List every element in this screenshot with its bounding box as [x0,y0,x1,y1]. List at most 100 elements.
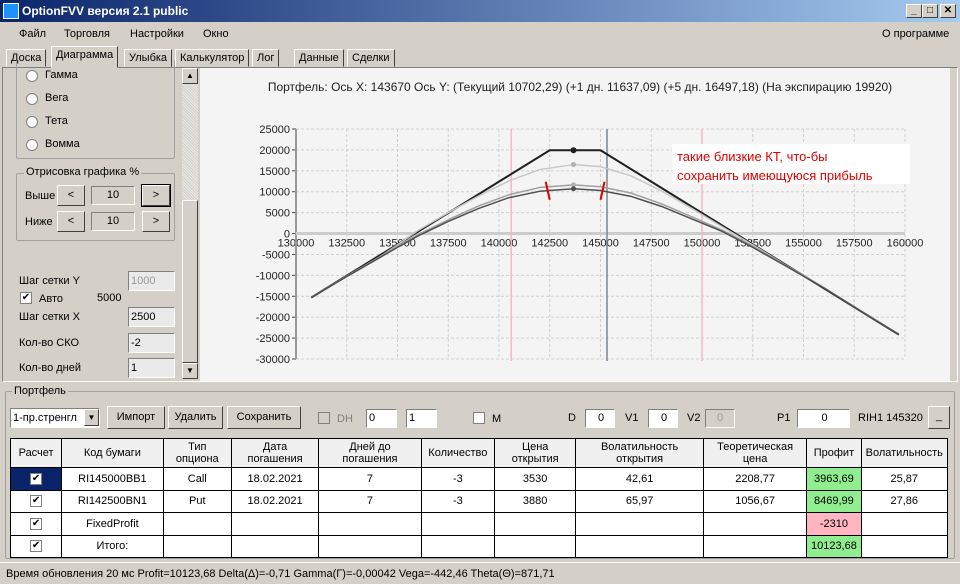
tab-data[interactable]: Данные [294,49,344,67]
menu-trading[interactable]: Торговля [64,28,110,40]
radio-vega-label: Вега [45,92,69,104]
greeks-group [16,60,175,159]
strategy-select[interactable]: 1-пр.стренгл ▼ [10,408,100,428]
below-increase-button[interactable]: > [142,211,170,232]
scroll-down-icon[interactable]: ▼ [182,363,198,379]
column-header[interactable]: Цена открытия [493,438,577,468]
table-cell [702,534,808,558]
table-row[interactable]: ✔ FixedProfit -2310 [9,512,949,536]
scroll-up-icon[interactable]: ▲ [182,68,198,84]
auto-checkbox[interactable]: ✔ [20,292,32,304]
calc-checkbox-cell[interactable]: ✔ [9,512,63,536]
portfolio-label: Портфель [12,385,68,397]
draw-group-label: Отрисовка графика % [24,166,142,178]
x-tick-label: 145000 [582,238,619,250]
table-cell: RI142500BN1 [61,489,164,513]
table-cell: 18.02.2021 [230,467,320,491]
p1-input[interactable]: 0 [797,409,850,428]
x-tick-label: 142500 [531,238,568,250]
tab-deals[interactable]: Сделки [347,49,395,67]
data-point-marker [571,162,577,168]
radio-vomma[interactable] [26,139,38,151]
table-cell [318,534,422,558]
spinner-2[interactable]: 1 [406,409,437,428]
grid-y-input[interactable]: 1000 [128,271,175,291]
calc-checkbox-cell[interactable]: ✔ [9,489,63,513]
sko-input[interactable]: -2 [128,333,175,353]
calc-checkbox-cell[interactable]: ✔ [9,467,63,491]
chart-title: Портфель: Ось X: 143670 Ось Y: (Текущий … [267,80,893,94]
grid-x-input[interactable]: 2500 [128,307,175,327]
table-cell: 18.02.2021 [230,489,320,513]
spinner-1[interactable]: 0 [366,409,397,428]
radio-theta[interactable] [26,116,38,128]
table-cell [493,512,577,536]
radio-gamma[interactable] [26,70,38,82]
close-button[interactable]: ✕ [940,4,956,18]
x-tick-label: 155000 [785,238,822,250]
below-decrease-button[interactable]: < [57,211,85,232]
series-plus1-line [310,184,900,335]
above-decrease-button[interactable]: < [57,185,85,206]
column-header[interactable]: Волатильность открытия [575,438,704,468]
table-cell: 3880 [493,489,577,513]
radio-vega[interactable] [26,93,38,105]
table-row[interactable]: ✔ Итого: 10123,68 [9,534,949,558]
table-cell [702,512,808,536]
menu-about[interactable]: О программе [882,28,950,40]
tab-smile[interactable]: Улыбка [124,49,173,67]
v1-label: V1 [625,412,639,424]
v2-input[interactable]: 0 [705,409,735,428]
chevron-down-icon[interactable]: ▼ [84,409,99,426]
calc-checkbox[interactable]: ✔ [30,540,43,553]
menu-file[interactable]: Файл [19,28,47,40]
table-cell: -3 [420,489,496,513]
table-cell: -2310 [806,512,862,536]
above-increase-button[interactable]: > [141,184,171,207]
data-point-marker [571,186,577,192]
days-input[interactable]: 1 [128,358,175,378]
dh-checkbox[interactable] [318,412,330,424]
instrument-button[interactable]: _ [928,406,950,429]
annotation-line-2: сохранить имеющуюся прибыль [677,168,873,183]
calc-checkbox[interactable]: ✔ [30,495,43,508]
calc-checkbox[interactable]: ✔ [30,517,43,530]
calc-checkbox[interactable]: ✔ [30,472,43,485]
tab-calculator[interactable]: Калькулятор [175,49,250,67]
table-row[interactable]: ✔ RI142500BN1 Put 18.02.2021 7 -3 3880 65,97 105… [9,489,949,513]
table-row[interactable]: ✔ RI145000BB1 Call 18.02.2021 7 -3 3530 42,61 22… [9,467,949,491]
v1-input[interactable]: 0 [648,409,678,428]
menu-window[interactable]: Окно [203,28,229,40]
d-input[interactable]: 0 [585,409,615,428]
save-button[interactable]: Сохранить [227,406,301,429]
table-cell: 27,86 [860,489,949,513]
maximize-button[interactable]: □ [922,4,938,18]
column-header[interactable]: Дней до погашения [318,438,422,468]
p1-label: P1 [777,412,791,424]
column-header[interactable]: Дата погашения [230,438,320,468]
column-header[interactable]: Тип опциона [162,438,232,468]
calc-checkbox-cell[interactable]: ✔ [9,534,63,558]
column-header[interactable]: Количество [420,438,496,468]
m-checkbox[interactable] [473,412,485,424]
column-header[interactable]: Расчет [9,438,63,468]
x-tick-label: 137500 [430,238,467,250]
window-title: OptionFVV версия 2.1 public [22,4,189,18]
scroll-thumb[interactable] [182,200,198,363]
left-scrollbar[interactable]: ▲ ▼ [182,68,198,379]
menu-settings[interactable]: Настройки [130,28,184,40]
import-button[interactable]: Импорт [107,406,165,429]
column-header[interactable]: Профит [806,438,862,468]
below-value: 10 [91,212,135,231]
y-tick-label: 25000 [259,124,290,136]
table-cell: 10123,68 [806,534,862,558]
tab-log[interactable]: Лог [252,49,280,67]
y-tick-label: 10000 [259,187,290,199]
column-header[interactable]: Волатильность [860,438,949,468]
minimize-button[interactable]: _ [906,4,922,18]
table-cell: Put [162,489,232,513]
column-header[interactable]: Теоретическая цена [702,438,808,468]
column-header[interactable]: Код бумаги [61,438,164,468]
delete-button[interactable]: Удалить [168,406,223,429]
tab-diagram[interactable]: Диаграмма [51,46,119,68]
